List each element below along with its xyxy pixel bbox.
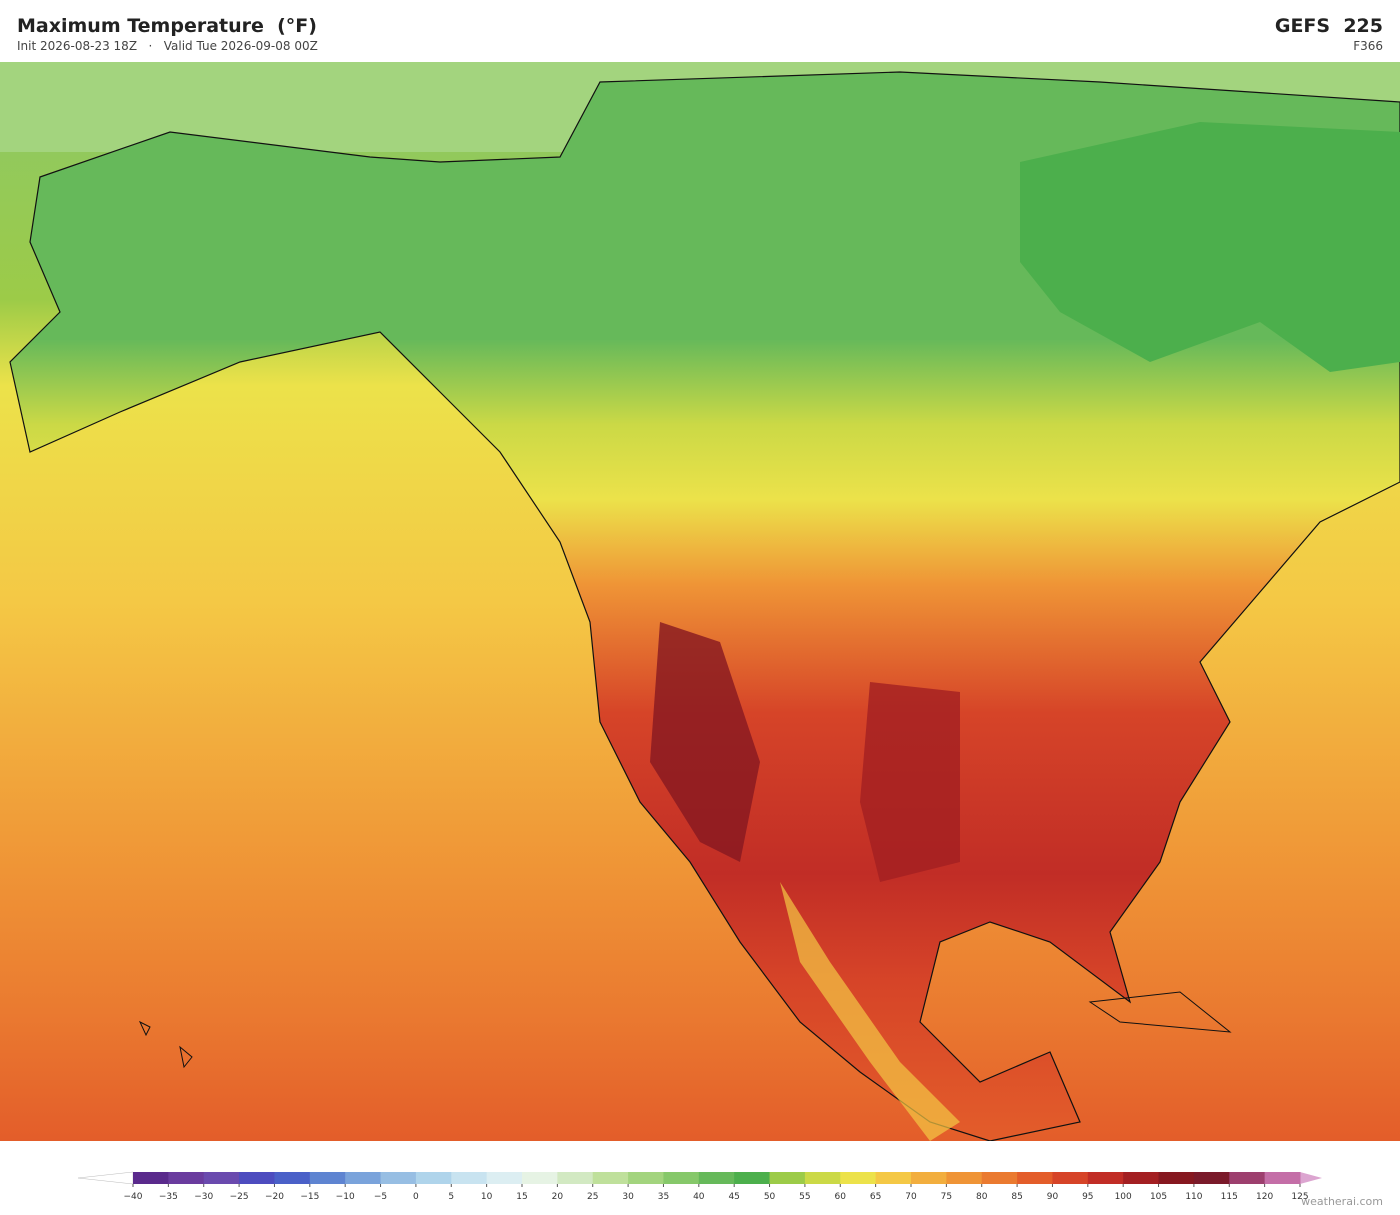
colorbar-swatch [415, 1172, 452, 1184]
colorbar-tick-label: 15 [516, 1192, 527, 1202]
colorbar-tick-label: −10 [336, 1192, 355, 1202]
colorbar-tick-label: 45 [728, 1192, 739, 1202]
colorbar-tick-label: 95 [1082, 1192, 1093, 1202]
colorbar-swatch [1158, 1172, 1195, 1184]
colorbar-swatch [557, 1172, 594, 1184]
hot-region [860, 682, 960, 882]
colorbar-swatch [663, 1172, 700, 1184]
colorbar-swatch [946, 1172, 983, 1184]
colorbar-tick-label: −5 [374, 1192, 387, 1202]
model: GEFS 225 [1274, 15, 1383, 37]
colorbar-tick-label: 120 [1256, 1192, 1273, 1202]
colorbar-swatch [345, 1172, 382, 1184]
colorbar-tick-label: 125 [1291, 1192, 1308, 1202]
colorbar-tick-label: −35 [159, 1192, 178, 1202]
colorbar-swatch [203, 1172, 240, 1184]
colorbar-swatch [239, 1172, 275, 1184]
colorbar-swatch [168, 1172, 205, 1184]
colorbar: weatherai.com −40 −35 −30 −25 −20 −15 −10 −5 0 5 1… [77, 1171, 1383, 1208]
colorbar-tick-label: 5 [448, 1192, 454, 1202]
colorbar-tick-label: 110 [1185, 1192, 1202, 1202]
colorbar-tick-label: 85 [1011, 1192, 1022, 1202]
colorbar-swatch [1229, 1172, 1266, 1184]
watermark: weatherai.com [1301, 1195, 1383, 1208]
hot-region [650, 622, 760, 862]
colorbar-swatch [309, 1172, 346, 1184]
colorbar-tick-label: −30 [194, 1192, 213, 1202]
colorbar-tick-label: 70 [905, 1192, 917, 1202]
colorbar-swatch [1052, 1172, 1089, 1184]
island [1088, 991, 1232, 1033]
colorbar-swatch [981, 1172, 1018, 1184]
colorbar-tick-label: −25 [230, 1192, 249, 1202]
colorbar-swatch [840, 1172, 877, 1184]
colorbar-tick-label: 20 [552, 1192, 564, 1202]
colorbar-swatch [875, 1172, 912, 1184]
colorbar-tick-label: 105 [1150, 1192, 1167, 1202]
colorbar-tick-label: 10 [481, 1192, 493, 1202]
colorbar-tick-label: −20 [265, 1192, 284, 1202]
colorbar-tick-label: 35 [658, 1192, 669, 1202]
colorbar-swatch [274, 1172, 311, 1184]
colorbar-swatch [592, 1172, 629, 1184]
colorbar-swatch [804, 1172, 841, 1184]
colorbar-tick-label: −40 [124, 1192, 143, 1202]
colorbar-swatch [911, 1172, 947, 1184]
colorbar-tick-label: 80 [976, 1192, 988, 1202]
subtitle: Init 2026-08-23 18Z · Valid Tue 2026-09-… [17, 39, 318, 53]
colorbar-tick-label: 50 [764, 1192, 776, 1202]
colorbar-swatch [628, 1172, 664, 1184]
title: Maximum Temperature (°F) [17, 15, 317, 37]
forecast-hour: F366 [1353, 39, 1383, 53]
colorbar-tick-label: 100 [1115, 1192, 1132, 1202]
cold-region [1020, 122, 1400, 372]
colorbar-tick-label: 65 [870, 1192, 881, 1202]
colorbar-tick-label: 30 [622, 1192, 634, 1202]
mountain-region [780, 882, 960, 1141]
colorbar-tick-label: 0 [413, 1192, 419, 1202]
colorbar-tick-label: 115 [1221, 1192, 1238, 1202]
colorbar-swatch [133, 1172, 169, 1184]
colorbar-swatch [1087, 1172, 1124, 1184]
colorbar-tick-label: 90 [1047, 1192, 1059, 1202]
land [9, 71, 1400, 1141]
colorbar-swatch [769, 1172, 806, 1184]
colorbar-swatch [1123, 1172, 1160, 1184]
colorbar-swatch [486, 1172, 523, 1184]
colorbar-tick-label: 40 [693, 1192, 705, 1202]
colorbar-swatch [380, 1172, 417, 1184]
colorbar-tick-label: 55 [799, 1192, 810, 1202]
colorbar-tick-label: 60 [835, 1192, 847, 1202]
island [138, 1020, 193, 1069]
colorbar-swatch [698, 1172, 735, 1184]
colorbar-swatch [451, 1172, 488, 1184]
colorbar-tick-label: 25 [587, 1192, 598, 1202]
colorbar-swatch [1264, 1172, 1301, 1184]
colorbar-under [77, 1171, 134, 1185]
colorbar-swatch [734, 1172, 771, 1184]
colorbar-swatch [522, 1172, 558, 1184]
colorbar-swatch [1193, 1172, 1230, 1184]
map [0, 62, 1400, 1141]
colorbar-swatch [1017, 1172, 1053, 1184]
colorbar-over [1300, 1172, 1322, 1184]
colorbar-tick-label: −15 [300, 1192, 319, 1202]
colorbar-tick-label: 75 [941, 1192, 952, 1202]
